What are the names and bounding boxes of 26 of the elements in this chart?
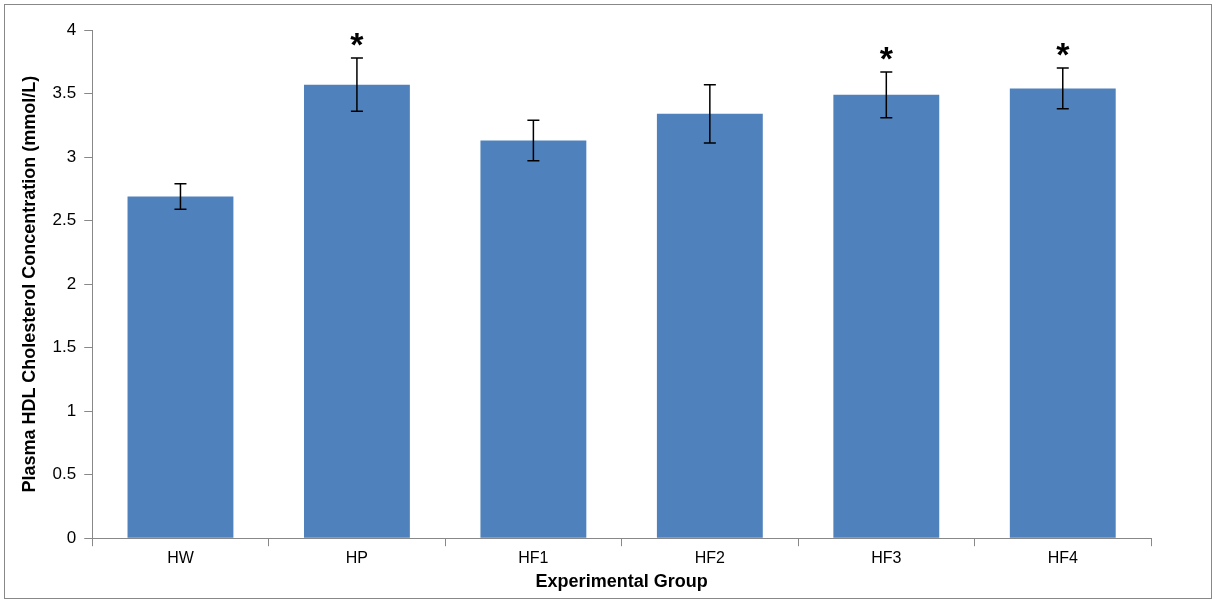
bar bbox=[1009, 88, 1116, 538]
x-tick-label: HP bbox=[345, 549, 369, 567]
y-tick-label: 2.5 bbox=[52, 210, 77, 230]
bar bbox=[480, 140, 587, 538]
y-tick-label: 1 bbox=[66, 400, 77, 420]
y-axis-title: Plasma HDL Cholesterol Concentration (mmol/L) bbox=[18, 75, 39, 493]
annotation: * bbox=[350, 25, 365, 64]
x-tick-label: HF2 bbox=[694, 549, 726, 567]
bar bbox=[127, 196, 234, 538]
x-tick-label: HF3 bbox=[871, 549, 902, 567]
bar bbox=[303, 84, 410, 538]
y-tick-label: 1.5 bbox=[52, 337, 77, 357]
y-tick-label: 0 bbox=[66, 527, 77, 547]
y-tick-label: 2 bbox=[66, 273, 77, 293]
y-tick-label: 4 bbox=[66, 19, 77, 39]
x-axis-title: Experimental Group bbox=[535, 571, 708, 592]
x-tick-label: HF4 bbox=[1047, 549, 1078, 567]
annotation: * bbox=[879, 39, 894, 78]
y-tick-label: 3.5 bbox=[52, 83, 77, 103]
bar bbox=[656, 113, 763, 538]
y-tick-label: 3 bbox=[66, 146, 77, 166]
x-tick-label: HW bbox=[167, 549, 195, 567]
bar bbox=[833, 94, 940, 538]
annotation: * bbox=[1056, 35, 1071, 74]
x-tick-label: HF1 bbox=[518, 549, 549, 567]
y-tick-label: 0.5 bbox=[52, 464, 77, 484]
